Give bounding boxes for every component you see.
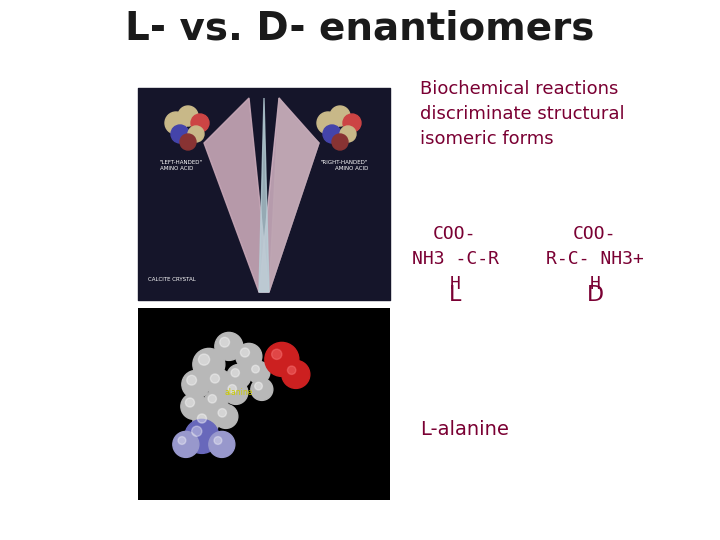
Circle shape xyxy=(236,343,262,369)
Text: alanine: alanine xyxy=(225,388,253,397)
Circle shape xyxy=(287,366,296,374)
Circle shape xyxy=(251,379,273,400)
Text: D: D xyxy=(586,285,603,305)
Text: "LEFT-HANDED"
AMINO ACID: "LEFT-HANDED" AMINO ACID xyxy=(160,160,203,171)
Circle shape xyxy=(227,364,251,388)
Circle shape xyxy=(220,338,230,347)
Circle shape xyxy=(197,414,207,423)
Text: COO-: COO- xyxy=(433,225,477,243)
Circle shape xyxy=(204,390,228,414)
Text: H: H xyxy=(590,275,600,293)
Circle shape xyxy=(215,333,243,360)
Circle shape xyxy=(191,114,209,132)
Polygon shape xyxy=(259,98,319,292)
Circle shape xyxy=(214,404,238,428)
Circle shape xyxy=(185,420,219,454)
Text: CALCITE CRYSTAL: CALCITE CRYSTAL xyxy=(148,277,196,282)
Circle shape xyxy=(317,112,339,134)
Circle shape xyxy=(178,106,198,126)
Circle shape xyxy=(185,398,194,407)
Bar xyxy=(138,88,390,300)
Text: L-alanine: L-alanine xyxy=(420,420,509,439)
Circle shape xyxy=(323,125,341,143)
Circle shape xyxy=(208,395,217,403)
Circle shape xyxy=(182,370,210,399)
Polygon shape xyxy=(269,98,319,292)
Text: "RIGHT-HANDED"
AMINO ACID: "RIGHT-HANDED" AMINO ACID xyxy=(320,160,368,171)
Circle shape xyxy=(192,426,202,436)
Text: R-C- NH3+: R-C- NH3+ xyxy=(546,250,644,268)
Text: H: H xyxy=(449,275,460,293)
Circle shape xyxy=(240,348,250,357)
Circle shape xyxy=(252,365,259,373)
Polygon shape xyxy=(259,98,269,292)
Circle shape xyxy=(173,431,199,457)
Circle shape xyxy=(214,437,222,444)
Circle shape xyxy=(165,112,187,134)
Text: L: L xyxy=(449,285,462,305)
Circle shape xyxy=(193,348,225,380)
Circle shape xyxy=(171,125,189,143)
Circle shape xyxy=(188,126,204,142)
Circle shape xyxy=(224,380,248,404)
Bar xyxy=(138,308,390,500)
Circle shape xyxy=(248,361,270,383)
Circle shape xyxy=(340,126,356,142)
Circle shape xyxy=(206,369,232,395)
Circle shape xyxy=(265,342,299,376)
Circle shape xyxy=(181,394,207,420)
Text: NH3 -C-R: NH3 -C-R xyxy=(412,250,498,268)
Circle shape xyxy=(193,409,219,435)
Circle shape xyxy=(255,382,262,390)
Text: COO-: COO- xyxy=(573,225,617,243)
Circle shape xyxy=(209,431,235,457)
Circle shape xyxy=(186,375,197,385)
Circle shape xyxy=(228,384,236,393)
Text: Biochemical reactions
discriminate structural
isomeric forms: Biochemical reactions discriminate struc… xyxy=(420,80,625,148)
Circle shape xyxy=(210,374,220,383)
Circle shape xyxy=(231,369,240,377)
Circle shape xyxy=(282,360,310,388)
Text: L- vs. D- enantiomers: L- vs. D- enantiomers xyxy=(125,10,595,48)
Circle shape xyxy=(218,409,226,417)
Circle shape xyxy=(199,354,210,365)
Circle shape xyxy=(332,134,348,150)
Circle shape xyxy=(180,134,196,150)
Circle shape xyxy=(178,437,186,444)
Circle shape xyxy=(271,349,282,360)
Polygon shape xyxy=(204,98,269,292)
Circle shape xyxy=(343,114,361,132)
Circle shape xyxy=(330,106,350,126)
